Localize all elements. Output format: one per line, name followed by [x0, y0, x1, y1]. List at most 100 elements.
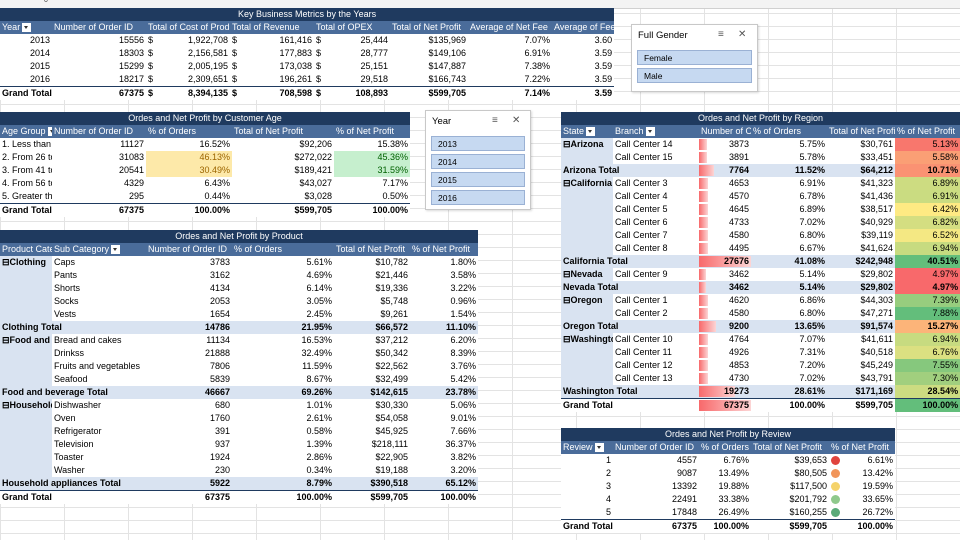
- cell[interactable]: Grand Total: [0, 490, 146, 504]
- cell[interactable]: $599,705: [827, 398, 895, 412]
- cell[interactable]: 1924: [209, 452, 230, 462]
- cell[interactable]: Call Center 13: [615, 373, 673, 383]
- cell[interactable]: $599,705: [390, 86, 468, 100]
- product-pivot[interactable]: Ordes and Net Profit by Product Product C…: [0, 230, 479, 504]
- cell[interactable]: Grand Total: [0, 203, 52, 217]
- column-header[interactable]: Number of Order ID: [52, 125, 146, 138]
- clear-filter-icon[interactable]: ✕: [512, 115, 521, 126]
- cell[interactable]: 7.38%: [524, 61, 550, 71]
- cell[interactable]: $21,446: [375, 270, 408, 280]
- cell[interactable]: $: [148, 74, 154, 84]
- category-cell[interactable]: [0, 295, 52, 308]
- cell[interactable]: 708,598: [242, 86, 314, 100]
- cell[interactable]: 6.89%: [895, 177, 960, 190]
- cell[interactable]: $390,518: [334, 477, 410, 491]
- filter-dropdown-icon[interactable]: [645, 127, 655, 137]
- state-cell[interactable]: ⊟Arizona: [561, 138, 613, 151]
- cell[interactable]: $149,106: [428, 48, 466, 58]
- column-header[interactable]: % of Orders: [699, 441, 751, 454]
- cell[interactable]: 7.39%: [895, 294, 960, 307]
- cell[interactable]: 8.67%: [306, 374, 332, 384]
- cell[interactable]: 8.79%: [232, 477, 334, 491]
- cell[interactable]: 7.55%: [895, 359, 960, 372]
- cell[interactable]: $19,336: [375, 283, 408, 293]
- state-cell[interactable]: [561, 242, 613, 255]
- order-count-bar[interactable]: 3462: [699, 281, 751, 294]
- cell[interactable]: 18303: [118, 48, 144, 58]
- cell[interactable]: 9087: [613, 467, 699, 480]
- subtotal-label[interactable]: Clothing Total: [0, 321, 146, 334]
- state-cell[interactable]: [561, 359, 613, 372]
- cell[interactable]: Grand Total: [561, 398, 699, 412]
- order-count-bar[interactable]: 67375: [699, 398, 751, 412]
- cell[interactable]: $44,303: [860, 295, 893, 305]
- cell[interactable]: 11.52%: [751, 164, 827, 177]
- order-count-bar[interactable]: 4926: [699, 346, 751, 359]
- state-cell[interactable]: ⊟Washington: [561, 333, 613, 346]
- cell[interactable]: 19.59%: [829, 480, 895, 493]
- cell[interactable]: Call Center 5: [615, 204, 668, 214]
- slicer-item-female[interactable]: Female: [637, 50, 752, 65]
- column-header[interactable]: Number of Order ID: [613, 441, 699, 454]
- column-header[interactable]: Total of Net Profit: [232, 125, 334, 138]
- cell[interactable]: 19.88%: [699, 480, 751, 493]
- cell[interactable]: $43,791: [860, 373, 893, 383]
- state-cell[interactable]: [561, 307, 613, 320]
- cell[interactable]: 2,309,651: [187, 74, 228, 84]
- cell[interactable]: $29,802: [827, 281, 895, 294]
- cell[interactable]: 45.36%: [334, 151, 410, 164]
- cell[interactable]: $37,212: [375, 335, 408, 345]
- cell[interactable]: $: [316, 61, 322, 71]
- cell[interactable]: 7.02%: [799, 373, 825, 383]
- cell[interactable]: $10,782: [375, 257, 408, 267]
- column-header[interactable]: Total of Net Profit: [827, 125, 895, 138]
- cell[interactable]: $242,948: [827, 255, 895, 268]
- cell[interactable]: 4.97%: [895, 281, 960, 294]
- cell[interactable]: $41,624: [860, 243, 893, 253]
- cell[interactable]: $47,271: [860, 308, 893, 318]
- category-cell[interactable]: [0, 269, 52, 282]
- cell[interactable]: 28,777: [360, 48, 388, 58]
- cell[interactable]: 13.49%: [699, 467, 751, 480]
- column-header[interactable]: % of Orders: [232, 243, 334, 256]
- cell[interactable]: 4557: [613, 454, 699, 467]
- subtotal-label[interactable]: Household appliances Total: [0, 477, 146, 491]
- cell[interactable]: 31.59%: [334, 164, 410, 177]
- cell[interactable]: 3.22%: [450, 283, 477, 293]
- cell[interactable]: 2,156,581: [187, 48, 228, 58]
- cell[interactable]: Call Center 1: [615, 295, 668, 305]
- slicer-item-male[interactable]: Male: [637, 68, 752, 83]
- filter-dropdown-icon[interactable]: [594, 443, 604, 453]
- cell[interactable]: 4134: [209, 283, 230, 293]
- cell[interactable]: $: [230, 86, 242, 100]
- cell[interactable]: 4.69%: [306, 270, 332, 280]
- cell[interactable]: 7.07%: [799, 334, 825, 344]
- cell[interactable]: $39,653: [751, 454, 829, 467]
- category-cell[interactable]: [0, 360, 52, 373]
- cell[interactable]: Television: [54, 439, 94, 449]
- cell[interactable]: $160,255: [751, 506, 829, 520]
- category-cell[interactable]: [0, 464, 52, 477]
- cell[interactable]: 11.59%: [302, 361, 332, 371]
- cell[interactable]: $: [232, 74, 238, 84]
- cell[interactable]: 15.27%: [895, 320, 960, 333]
- cell[interactable]: 196,261: [279, 74, 312, 84]
- filter-dropdown-icon[interactable]: [22, 23, 32, 33]
- cell[interactable]: $599,705: [334, 490, 410, 504]
- order-count-bar[interactable]: 3873: [699, 138, 751, 151]
- column-header[interactable]: Number of Order ID: [146, 243, 232, 256]
- cell[interactable]: 67375: [146, 490, 232, 504]
- column-header[interactable]: Branch: [613, 125, 699, 138]
- state-cell[interactable]: [561, 216, 613, 229]
- cell[interactable]: $41,436: [860, 191, 893, 201]
- cell[interactable]: 30.49%: [146, 164, 232, 177]
- cell[interactable]: 0.34%: [306, 465, 332, 475]
- cell[interactable]: $92,206: [299, 139, 332, 149]
- cell[interactable]: $147,887: [428, 61, 466, 71]
- cell[interactable]: 3. From 41 to 55: [2, 165, 52, 175]
- cell[interactable]: 25,151: [360, 61, 388, 71]
- cell[interactable]: Pants: [54, 270, 78, 280]
- cell[interactable]: 2.45%: [306, 309, 332, 319]
- cell[interactable]: $32,499: [375, 374, 408, 384]
- cell[interactable]: $171,169: [827, 385, 895, 399]
